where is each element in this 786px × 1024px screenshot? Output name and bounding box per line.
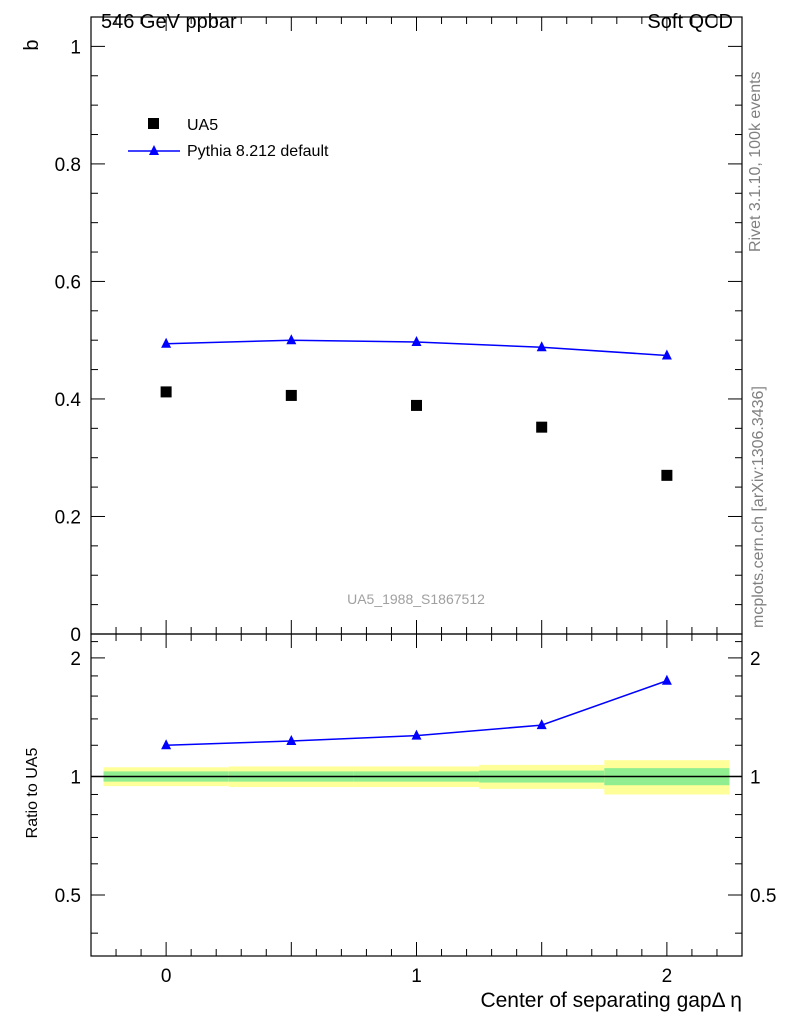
main-y-tick-label: 0.4 <box>55 390 82 411</box>
ratio-y-tick-label-right: 1 <box>750 767 761 788</box>
legend-marker-ua5 <box>148 118 159 129</box>
ratio-y-tick-label-left: 1 <box>70 767 81 788</box>
ratio-pythia-point <box>161 739 172 750</box>
x-axis-label: Center of separating gapΔ η <box>480 989 742 1012</box>
ratio-pythia-point <box>286 735 297 746</box>
analysis-watermark: UA5_1988_S1867512 <box>347 591 485 607</box>
x-tick-label: 1 <box>411 966 422 987</box>
ua5-point <box>411 399 422 411</box>
ua5-point <box>160 386 172 398</box>
legend-marker-pythia <box>149 145 159 155</box>
ua5-point <box>661 469 673 481</box>
x-tick-label: 2 <box>662 966 673 987</box>
legend-label-ua5: UA5 <box>187 117 218 134</box>
ratio-pythia-point <box>536 719 547 730</box>
ratio-pythia-point <box>411 729 422 740</box>
ratio-pythia-point <box>661 674 672 685</box>
main-y-tick-label: 0.2 <box>55 507 81 528</box>
ratio-ylabel: Ratio to UA5 <box>24 748 41 839</box>
main-y-tick-label: 0.6 <box>55 272 81 293</box>
ratio-y-tick-label-left: 0.5 <box>55 886 81 907</box>
ratio-y-tick-label-right: 2 <box>750 649 761 670</box>
pythia-point <box>536 341 547 352</box>
rivet-version-text: Rivet 3.1.10, 100k events <box>747 71 764 252</box>
header-right-title: Soft QCD <box>647 11 733 33</box>
ratio-y-tick-label-left: 2 <box>70 649 81 670</box>
main-plot-frame <box>90 16 743 635</box>
main-y-tick-label: 0.8 <box>55 155 81 176</box>
pythia-point <box>286 334 297 345</box>
pythia-point <box>661 349 672 360</box>
x-tick-label: 0 <box>161 966 172 987</box>
main-ylabel: b <box>21 39 43 50</box>
source-text: mcplots.cern.ch [arXiv:1306.3436] <box>750 386 767 628</box>
ratio-panel: 0.5 0.5 1 1 2 2 0 1 2 <box>55 633 776 987</box>
ratio-y-tick-label-right: 0.5 <box>750 886 776 907</box>
main-y-tick-label: 1 <box>70 37 81 58</box>
legend-label-pythia: Pythia 8.212 default <box>187 143 329 160</box>
ua5-point <box>536 421 548 433</box>
main-panel: 0 0.2 0.4 0.6 0.8 1 <box>55 16 743 646</box>
legend: UA5 Pythia 8.212 default <box>128 117 329 160</box>
pythia-point <box>161 337 172 348</box>
main-y-tick-label: 0 <box>70 625 81 646</box>
ratio-plot-frame <box>90 633 743 957</box>
pythia-point <box>411 335 422 346</box>
ua5-point <box>285 389 297 401</box>
